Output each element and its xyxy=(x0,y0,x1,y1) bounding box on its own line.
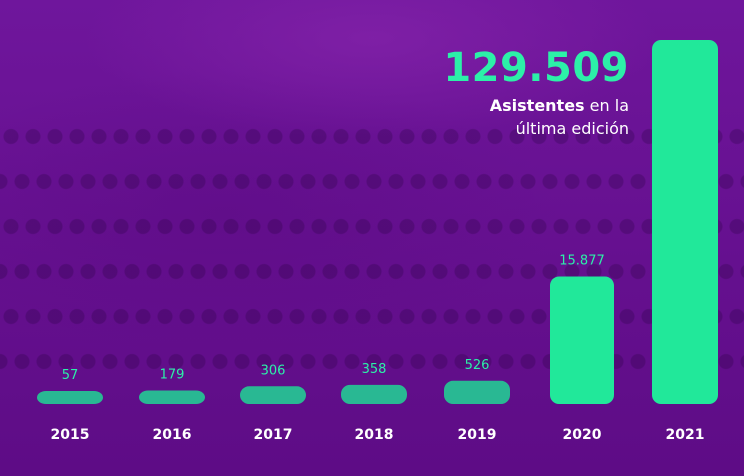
bar-2016 xyxy=(139,390,205,404)
x-tick-2020: 2020 xyxy=(563,427,602,443)
bar-2020 xyxy=(550,276,614,404)
caption-bold: Asistentes xyxy=(489,96,585,115)
value-label-2018: 358 xyxy=(362,362,387,377)
caption-line-2: última edición xyxy=(515,119,629,138)
value-label-2016: 179 xyxy=(160,367,185,382)
bar-2017 xyxy=(240,386,306,404)
bar-2021 xyxy=(652,40,718,404)
value-label-2017: 306 xyxy=(261,363,286,378)
headline-block: 129.509 Asistentes en la última edición xyxy=(0,44,629,140)
value-label-2020: 15.877 xyxy=(559,254,605,269)
x-tick-2017: 2017 xyxy=(254,427,293,443)
x-tick-2019: 2019 xyxy=(458,427,497,443)
x-tick-2021: 2021 xyxy=(666,427,705,443)
attendees-total: 129.509 xyxy=(443,45,629,91)
x-tick-2015: 2015 xyxy=(51,427,90,443)
caption-rest: en la xyxy=(589,96,629,115)
caption-line-1: Asistentes en la xyxy=(0,94,629,117)
bar-2018 xyxy=(341,384,407,404)
bar-2019 xyxy=(444,380,510,404)
x-tick-2018: 2018 xyxy=(355,427,394,443)
x-tick-2016: 2016 xyxy=(153,427,192,443)
value-label-2015: 57 xyxy=(62,368,79,383)
attendees-caption: Asistentes en la última edición xyxy=(0,94,629,140)
value-label-2019: 526 xyxy=(465,358,490,373)
bar-2015 xyxy=(37,391,103,404)
